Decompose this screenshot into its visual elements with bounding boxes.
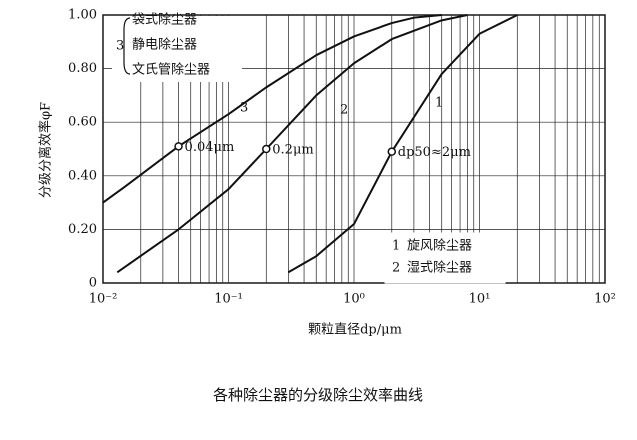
legend-entry: 袋式除尘器: [132, 13, 197, 28]
curve-label: 1: [435, 96, 443, 111]
legend-bracket: [123, 17, 131, 75]
efficiency-curve: [116, 14, 468, 274]
dp50-marker: [262, 144, 271, 154]
dp50-marker: [174, 142, 183, 151]
legend-number: 3: [116, 39, 124, 54]
dp50-marker: [387, 147, 397, 156]
legend-entry: 湿式除尘器: [407, 261, 472, 276]
legend-entry: 文氏管除尘器: [132, 63, 210, 78]
y-tick-label: 0.20: [68, 222, 97, 237]
x-tick-label: 10²: [594, 292, 616, 307]
caption: 各种除尘器的分级除尘效率曲线: [213, 386, 423, 404]
y-tick-label: 0.40: [68, 168, 97, 183]
x-axis-label: 颗粒直径dp/μm: [308, 323, 402, 338]
legend-number: 1: [392, 239, 400, 254]
legend-entry: 静电除尘器: [132, 38, 197, 53]
curve-label: 3: [240, 101, 248, 116]
y-axis-label: 分级分离效率φF: [38, 102, 54, 198]
y-tick-label: 0.60: [68, 115, 97, 130]
curve-label: 2: [340, 103, 348, 118]
y-tick-label: 0: [89, 276, 97, 291]
marker-label: 0.2μm: [272, 143, 313, 158]
marker-label: 0.04μm: [185, 140, 235, 155]
legend-number: 2: [392, 261, 400, 276]
x-tick-label: 10⁻¹: [214, 292, 243, 307]
legend-entry: 旋风除尘器: [407, 239, 472, 254]
x-tick-label: 10¹: [469, 292, 491, 307]
x-tick-label: 10⁻²: [89, 292, 118, 307]
y-tick-label: 1.00: [68, 8, 97, 23]
x-tick-label: 10⁰: [343, 292, 365, 307]
marker-label: dp50≈2μm: [398, 145, 471, 160]
legend-box: [112, 16, 242, 82]
efficiency-curve: [102, 14, 442, 204]
y-tick-label: 0.80: [68, 61, 97, 76]
legend-box: [384, 232, 506, 284]
